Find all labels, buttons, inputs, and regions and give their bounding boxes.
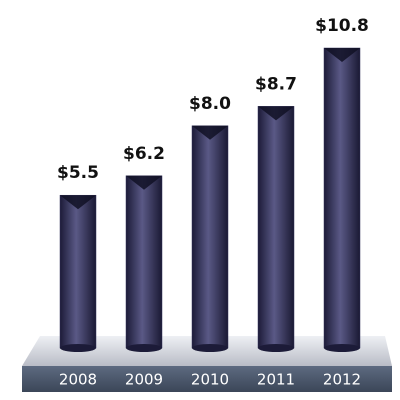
bar-base (258, 344, 294, 352)
bar-cap (126, 175, 162, 190)
x-tick-label: 2010 (191, 371, 229, 389)
bar (125, 175, 163, 349)
bar (257, 106, 295, 349)
x-tick-label: 2009 (125, 371, 163, 389)
bar (59, 194, 97, 349)
bar-base (192, 344, 228, 352)
bar (323, 47, 361, 349)
x-tick-label: 2012 (323, 371, 361, 389)
value-label: $6.2 (123, 144, 165, 164)
bar-cap (258, 106, 294, 121)
value-label: $8.0 (189, 94, 231, 114)
bar (191, 125, 229, 349)
value-label: $8.7 (255, 74, 297, 94)
x-tick-label: 2008 (59, 371, 97, 389)
value-label: $10.8 (315, 16, 369, 36)
bar-cap (324, 48, 360, 62)
x-tick-label: 2011 (257, 371, 295, 389)
bar-base (126, 344, 162, 352)
platform-band (22, 366, 392, 392)
bar-cap (192, 125, 228, 140)
bar-base (324, 344, 360, 352)
bar-cap (60, 195, 96, 210)
bar-base (60, 344, 96, 352)
value-label: $5.5 (57, 163, 99, 183)
